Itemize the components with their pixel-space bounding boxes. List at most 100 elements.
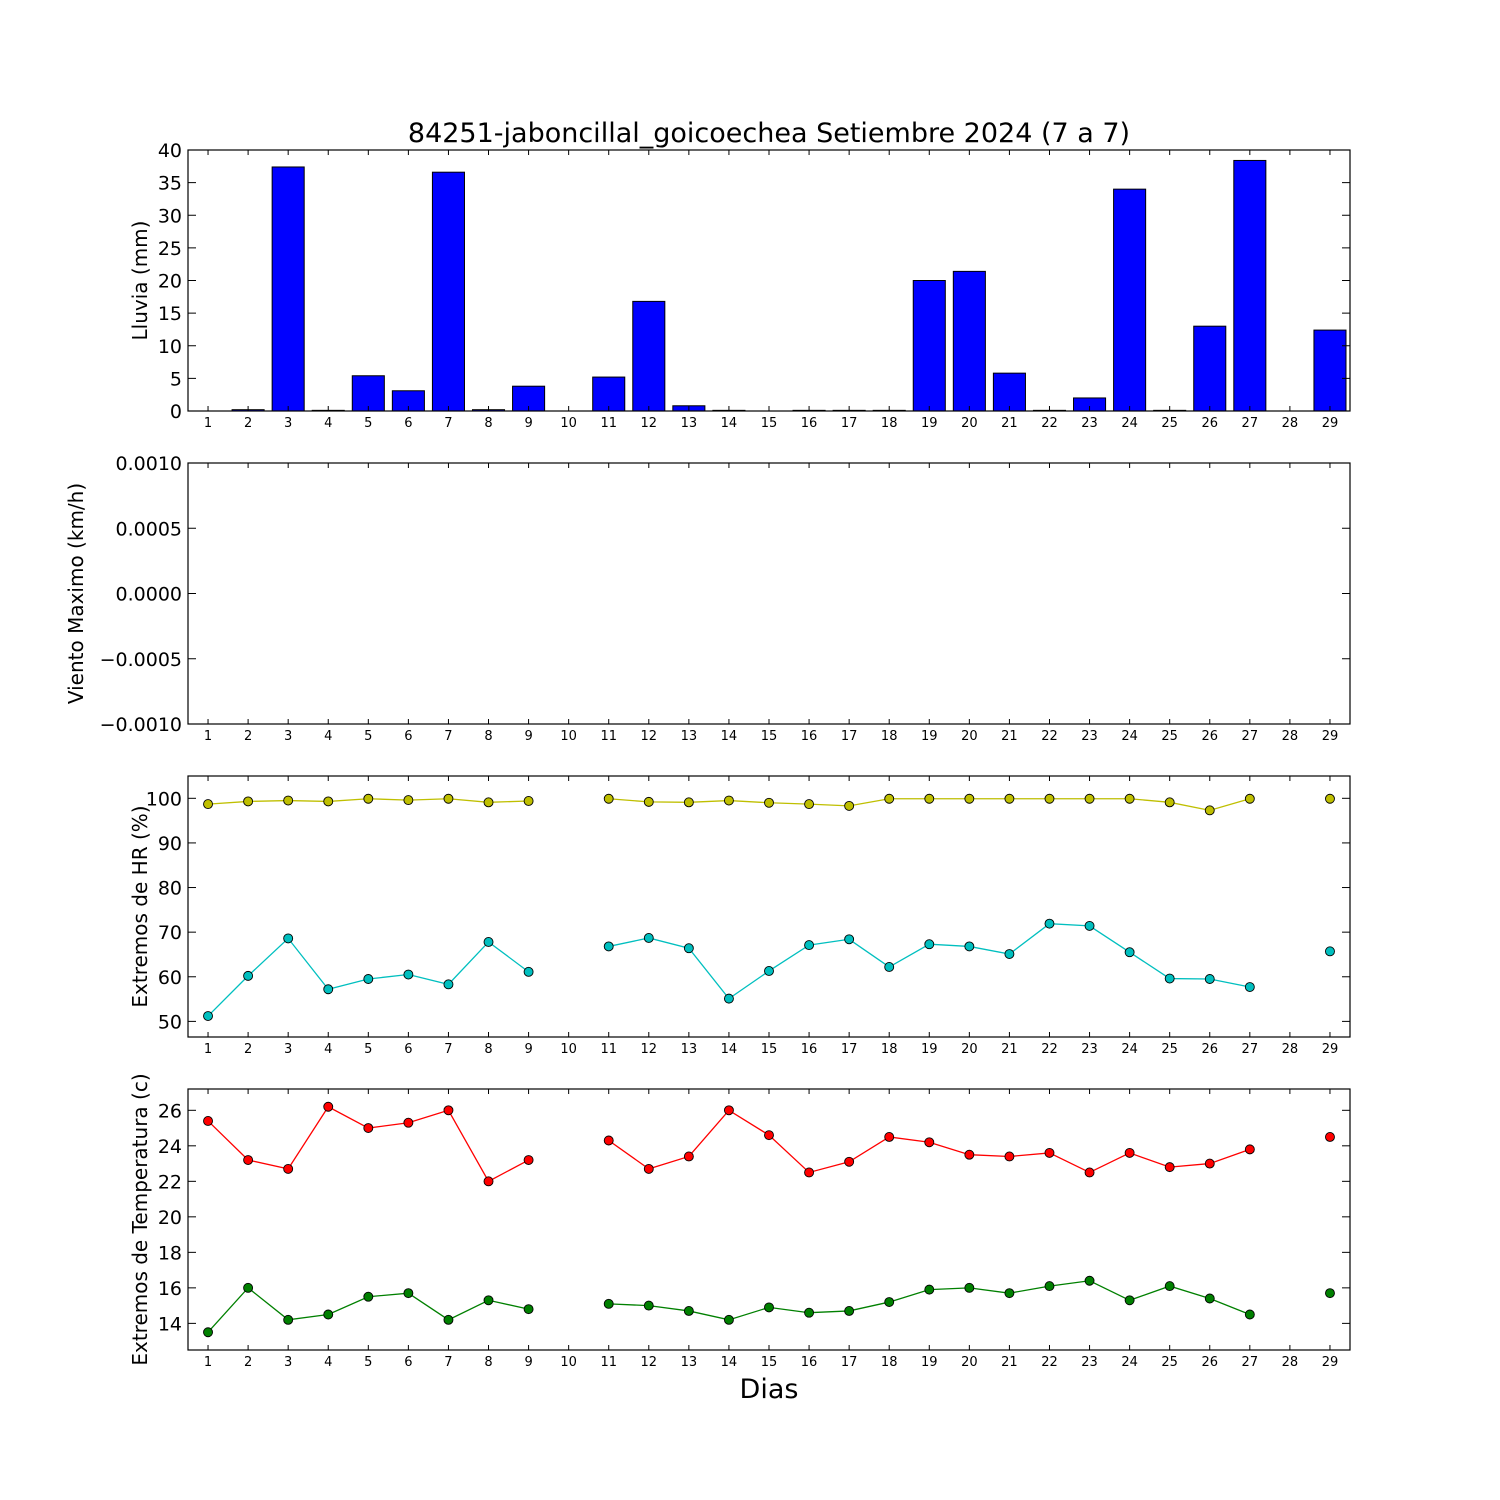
x-tick-label: 25 xyxy=(1161,1355,1178,1370)
data-point xyxy=(764,797,774,808)
x-tick-label: 4 xyxy=(324,1355,332,1370)
y-tick-label: 90 xyxy=(158,833,182,855)
x-tick-label: 18 xyxy=(881,729,898,744)
x-tick-label: 5 xyxy=(364,1355,372,1370)
x-tick-label: 27 xyxy=(1242,1042,1259,1057)
chart-title: 84251-jaboncillal_goicoechea Setiembre 2… xyxy=(408,118,1130,149)
panel-1: 1 2 3 4 5 6 7 8 9 10 11 12 13 14 15 16 17 18 19 20 21 22 23 24 2… xyxy=(128,140,1351,431)
data-point xyxy=(483,797,494,808)
x-tick-label: 3 xyxy=(284,1355,292,1370)
x-tick-label: 28 xyxy=(1282,1042,1299,1057)
data-point xyxy=(1204,974,1215,984)
data-point xyxy=(1124,793,1135,804)
x-tick-label: 16 xyxy=(801,1355,818,1370)
data-point xyxy=(523,796,534,806)
data-point xyxy=(1044,1147,1055,1158)
x-tick-label: 26 xyxy=(1201,1355,1218,1370)
data-point xyxy=(764,1130,774,1141)
x-tick-label: 12 xyxy=(641,729,658,744)
data-point xyxy=(403,1288,414,1299)
panel-2: 1 2 3 4 5 6 7 8 9 10 11 12 13 14 15 16 17 18 19 20 21 22 23 24 2… xyxy=(64,453,1351,744)
x-tick-label: 13 xyxy=(681,1042,698,1057)
x-tick-label: 17 xyxy=(841,1042,858,1057)
data-point xyxy=(723,1105,734,1116)
x-tick-label: 7 xyxy=(444,416,452,431)
rain-bar xyxy=(632,300,666,412)
data-point xyxy=(924,1284,935,1295)
x-tick-label: 5 xyxy=(364,729,372,744)
y-tick-label: 20 xyxy=(158,1207,182,1229)
x-tick-label: 19 xyxy=(921,1355,938,1370)
data-point xyxy=(844,800,855,811)
y-tick-label: 18 xyxy=(158,1242,182,1264)
x-tick-label: 29 xyxy=(1322,1355,1339,1370)
x-tick-label: 15 xyxy=(761,729,778,744)
x-tick-label: 21 xyxy=(1001,729,1018,744)
data-point xyxy=(844,1305,855,1316)
x-tick-label: 14 xyxy=(721,416,738,431)
x-tick-label: 8 xyxy=(484,1355,492,1370)
x-tick-label: 28 xyxy=(1282,416,1299,431)
rain-bar xyxy=(912,280,946,412)
rain-bar xyxy=(992,372,1026,412)
x-tick-label: 11 xyxy=(600,1355,617,1370)
y-tick-label: 35 xyxy=(158,173,182,195)
x-tick-label: 11 xyxy=(600,416,617,431)
x-tick-label: 15 xyxy=(761,416,778,431)
data-point xyxy=(683,1151,694,1162)
data-point xyxy=(523,1304,534,1315)
x-tick-label: 18 xyxy=(881,416,898,431)
data-point xyxy=(884,962,895,972)
x-tick-label: 24 xyxy=(1121,1042,1138,1057)
series-2 xyxy=(203,1275,1335,1338)
data-point xyxy=(1244,793,1255,804)
panel-3: 1 2 3 4 5 6 7 8 9 10 11 12 13 14 15 16 17 18 19 20 21 22 23 24 2… xyxy=(128,775,1351,1057)
data-point xyxy=(804,1167,815,1178)
data-point xyxy=(403,795,414,806)
x-tick-label: 22 xyxy=(1041,1042,1058,1057)
x-tick-label: 18 xyxy=(881,1355,898,1370)
data-point xyxy=(1044,793,1055,804)
data-point xyxy=(723,993,734,1004)
x-tick-label: 25 xyxy=(1161,416,1178,431)
x-tick-label: 14 xyxy=(721,1355,738,1370)
y-tick-label: 0.0000 xyxy=(116,584,182,606)
data-point xyxy=(283,933,294,944)
data-point xyxy=(483,1176,494,1187)
x-tick-label: 14 xyxy=(721,729,738,744)
data-point xyxy=(363,793,374,804)
data-point xyxy=(1325,1131,1335,1142)
x-tick-label: 8 xyxy=(484,729,492,744)
x-tick-label: 23 xyxy=(1081,1042,1098,1057)
rain-bar xyxy=(1313,329,1347,412)
x-tick-label: 12 xyxy=(641,1042,658,1057)
data-point xyxy=(243,796,254,807)
x-tick-label: 22 xyxy=(1041,1355,1058,1370)
x-tick-label: 9 xyxy=(524,729,532,744)
data-point xyxy=(363,974,374,984)
x-tick-label: 13 xyxy=(681,1355,698,1370)
data-point xyxy=(483,937,494,947)
data-point xyxy=(1004,793,1015,804)
data-point xyxy=(1124,1295,1135,1306)
x-tick-label: 2 xyxy=(244,416,252,431)
data-point xyxy=(1204,805,1215,816)
x-tick-label: 23 xyxy=(1081,729,1098,744)
data-point xyxy=(1004,1151,1015,1162)
x-tick-label: 9 xyxy=(524,1355,532,1370)
x-tick-label: 18 xyxy=(881,1042,898,1057)
series-1 xyxy=(203,1101,1335,1187)
data-point xyxy=(403,969,414,980)
data-point xyxy=(483,1295,494,1306)
y-tick-label: 22 xyxy=(158,1171,182,1193)
data-point xyxy=(603,793,614,804)
x-tick-label: 23 xyxy=(1081,1355,1098,1370)
data-point xyxy=(1084,1275,1095,1286)
x-tick-label: 24 xyxy=(1121,1355,1138,1370)
rain-bar xyxy=(952,270,986,412)
data-point xyxy=(283,1163,294,1174)
data-point xyxy=(1164,973,1175,984)
x-tick-label: 8 xyxy=(484,1042,492,1057)
x-tick-label: 12 xyxy=(641,416,658,431)
x-tick-label: 4 xyxy=(324,416,332,431)
